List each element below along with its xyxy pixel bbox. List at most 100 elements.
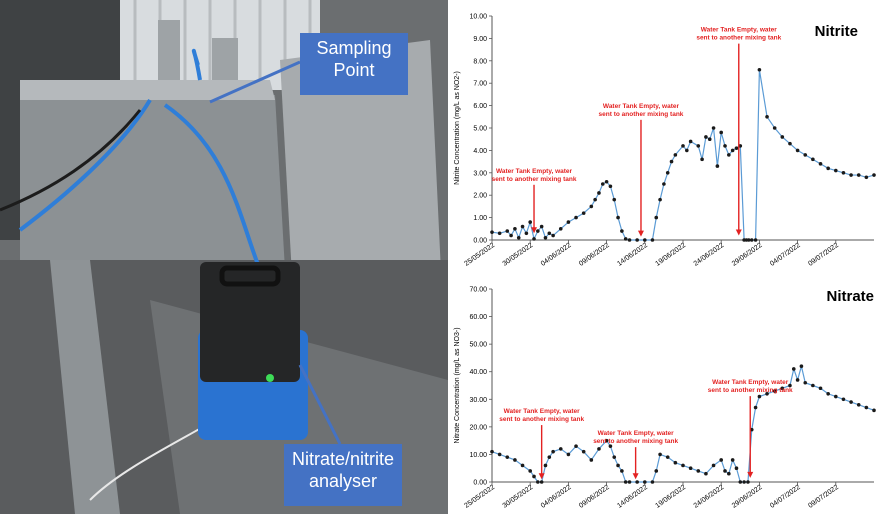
chart0-point-0-52 — [734, 146, 739, 150]
chart0-point-0-58 — [753, 238, 758, 242]
chart0-xtick-label-3: 09/06/2022 — [578, 242, 611, 268]
mixing-tank — [20, 95, 285, 270]
chart0-point-0-14 — [551, 233, 555, 238]
chart0-point-0-62 — [780, 135, 785, 139]
chart0-point-0-30 — [635, 238, 639, 242]
chart1-point-0-53 — [795, 378, 800, 382]
analyser-label: Nitrate/nitrite analyser — [284, 444, 402, 506]
vertical-pipe-1 — [158, 20, 180, 90]
chart1-xtick-label-5: 19/06/2022 — [654, 484, 687, 510]
chart0-xtick-label-1: 30/05/2022 — [502, 242, 535, 268]
chart0-point-0-70 — [841, 171, 846, 175]
chart1-point-0-46 — [753, 405, 758, 410]
chart0-point-0-66 — [811, 157, 815, 162]
chart1-point-0-49 — [772, 389, 777, 393]
chart0-point-0-15 — [558, 227, 563, 231]
chart1-point-0-36 — [711, 463, 716, 468]
chart0-point-0-71 — [849, 173, 853, 177]
chart1-point-0-2 — [505, 455, 510, 459]
ground-pipe — [50, 260, 120, 514]
chart0-point-0-73 — [864, 175, 869, 180]
chart1-point-0-10 — [547, 455, 552, 459]
chart0-annotation-arrowhead-0 — [531, 227, 538, 234]
chart0-point-0-68 — [826, 166, 830, 171]
chart1-xtick-label-9: 09/07/2022 — [807, 484, 840, 510]
chart1-point-0-29 — [658, 452, 662, 457]
chart1-point-0-9 — [543, 463, 548, 468]
chart0-point-0-32 — [650, 238, 655, 242]
chart1-point-0-23 — [623, 480, 628, 484]
chart1-xtick-label-7: 29/06/2022 — [731, 484, 764, 510]
chart1-point-0-35 — [704, 471, 708, 476]
chart0-point-0-48 — [719, 130, 723, 135]
chart1-xtick-label-6: 24/06/2022 — [693, 484, 726, 510]
sampling-point-label: Sampling Point — [300, 33, 408, 95]
chart0-point-0-46 — [711, 126, 716, 130]
chart1-point-0-38 — [723, 469, 727, 473]
chart0-ytick-label-4: 4.00 — [473, 148, 487, 155]
chart0-point-0-16 — [566, 220, 571, 224]
chart0-point-0-57 — [749, 238, 754, 242]
chart1-annotation-2: Water Tank Empty, water sent to another m… — [708, 379, 793, 394]
chart0-ytick-label-0: 0.00 — [473, 238, 487, 245]
chart0-point-0-0 — [490, 230, 494, 234]
chart1-point-0-14 — [574, 444, 578, 448]
chart0-point-0-26 — [616, 215, 620, 220]
chart1-point-0-6 — [532, 474, 536, 479]
chart1-xtick-label-3: 09/06/2022 — [578, 484, 611, 510]
tank-top — [20, 80, 275, 100]
chart1-point-0-62 — [856, 403, 861, 407]
chart1-ytick-label-7: 70.00 — [469, 287, 487, 294]
chart1-annotation-1: Water Tank Empty, water sent to another m… — [593, 430, 678, 445]
chart1-point-0-31 — [673, 460, 678, 465]
chart0-point-0-31 — [643, 238, 647, 242]
chart0-ytick-label-10: 10.00 — [469, 14, 487, 21]
chart1-xtick-label-4: 14/06/2022 — [616, 484, 649, 510]
chart0-point-0-3 — [509, 233, 513, 238]
chart0-point-0-64 — [795, 148, 800, 153]
chart0-point-0-45 — [707, 137, 712, 141]
chart1-point-0-33 — [688, 466, 693, 471]
chart0-point-0-56 — [746, 238, 751, 242]
chart1-point-0-50 — [780, 386, 785, 391]
chart0-point-0-74 — [872, 173, 876, 177]
chart0-point-0-24 — [608, 184, 613, 189]
chart1-ylabel: Nitrate Concentration (mg/L as NO3-) — [454, 327, 461, 443]
chart1-point-0-0 — [490, 449, 494, 454]
chart0-point-0-8 — [528, 220, 532, 224]
chart0-ytick-label-6: 6.00 — [473, 103, 487, 110]
chart0-point-0-28 — [623, 237, 628, 241]
chart1-point-0-55 — [803, 380, 808, 385]
chart0-point-0-4 — [513, 227, 517, 231]
chart1-point-0-42 — [738, 480, 743, 484]
chart1-point-0-25 — [635, 480, 639, 484]
chart0-ytick-label-3: 3.00 — [473, 170, 487, 177]
chart1-point-0-64 — [872, 408, 876, 413]
chart0-point-0-6 — [520, 224, 525, 229]
black-cable — [0, 109, 142, 212]
chart1-ytick-label-0: 0.00 — [473, 480, 487, 487]
chart1-point-0-48 — [765, 391, 769, 396]
nitrite-chart-svg: Nitrite Nitrite Concentration (mg/L as NO… — [454, 14, 876, 268]
chart1-point-0-26 — [643, 480, 647, 484]
chart0-point-0-7 — [524, 231, 529, 236]
chart1-point-0-60 — [841, 397, 846, 402]
chart1-ytick-label-5: 50.00 — [469, 342, 487, 349]
pointer-line-sampling — [209, 60, 301, 104]
chart1-annotation-arrowhead-1 — [632, 473, 639, 480]
chart0-point-0-10 — [536, 229, 540, 233]
chart1-point-0-37 — [719, 458, 723, 462]
blue-hose — [18, 49, 262, 271]
chart0-title: Nitrite — [815, 23, 858, 40]
chart0-point-0-51 — [730, 148, 735, 153]
chart0-point-0-36 — [665, 171, 670, 175]
chart0-point-0-17 — [574, 215, 578, 220]
chart0-point-0-50 — [727, 153, 731, 157]
chart1-point-0-63 — [864, 405, 869, 410]
chart1-point-0-27 — [650, 480, 655, 484]
chart0-ytick-label-1: 1.00 — [473, 215, 487, 222]
pointer-line-analyser — [298, 364, 342, 445]
chart1-point-0-32 — [681, 463, 685, 468]
chart1-point-0-15 — [581, 449, 586, 454]
chart0-xtick-label-2: 04/06/2022 — [540, 242, 573, 268]
